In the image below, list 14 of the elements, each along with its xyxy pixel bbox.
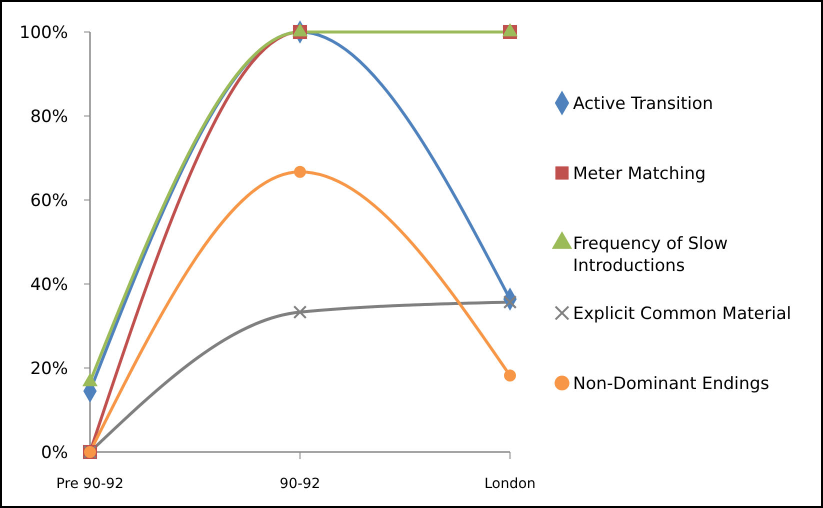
legend-label: Frequency of Slow Introductions xyxy=(573,234,728,276)
y-tick-label: 0% xyxy=(41,442,68,463)
y-tick-label: 60% xyxy=(30,190,68,211)
y-tick-label: 20% xyxy=(30,358,68,379)
y-tick-label: 80% xyxy=(30,106,68,127)
x-tick-label: 90-92 xyxy=(280,476,320,492)
y-tick-label: 40% xyxy=(30,274,68,295)
x-tick-label: Pre 90-92 xyxy=(56,476,124,492)
x-tick-label: London xyxy=(484,476,536,492)
legend-label: Explicit Common Material xyxy=(573,304,792,324)
legend-label: Non-Dominant Endings xyxy=(573,374,770,394)
legend-label: Active Transition xyxy=(573,94,714,114)
legend-label: Meter Matching xyxy=(573,164,706,184)
y-tick-label: 100% xyxy=(19,22,68,43)
